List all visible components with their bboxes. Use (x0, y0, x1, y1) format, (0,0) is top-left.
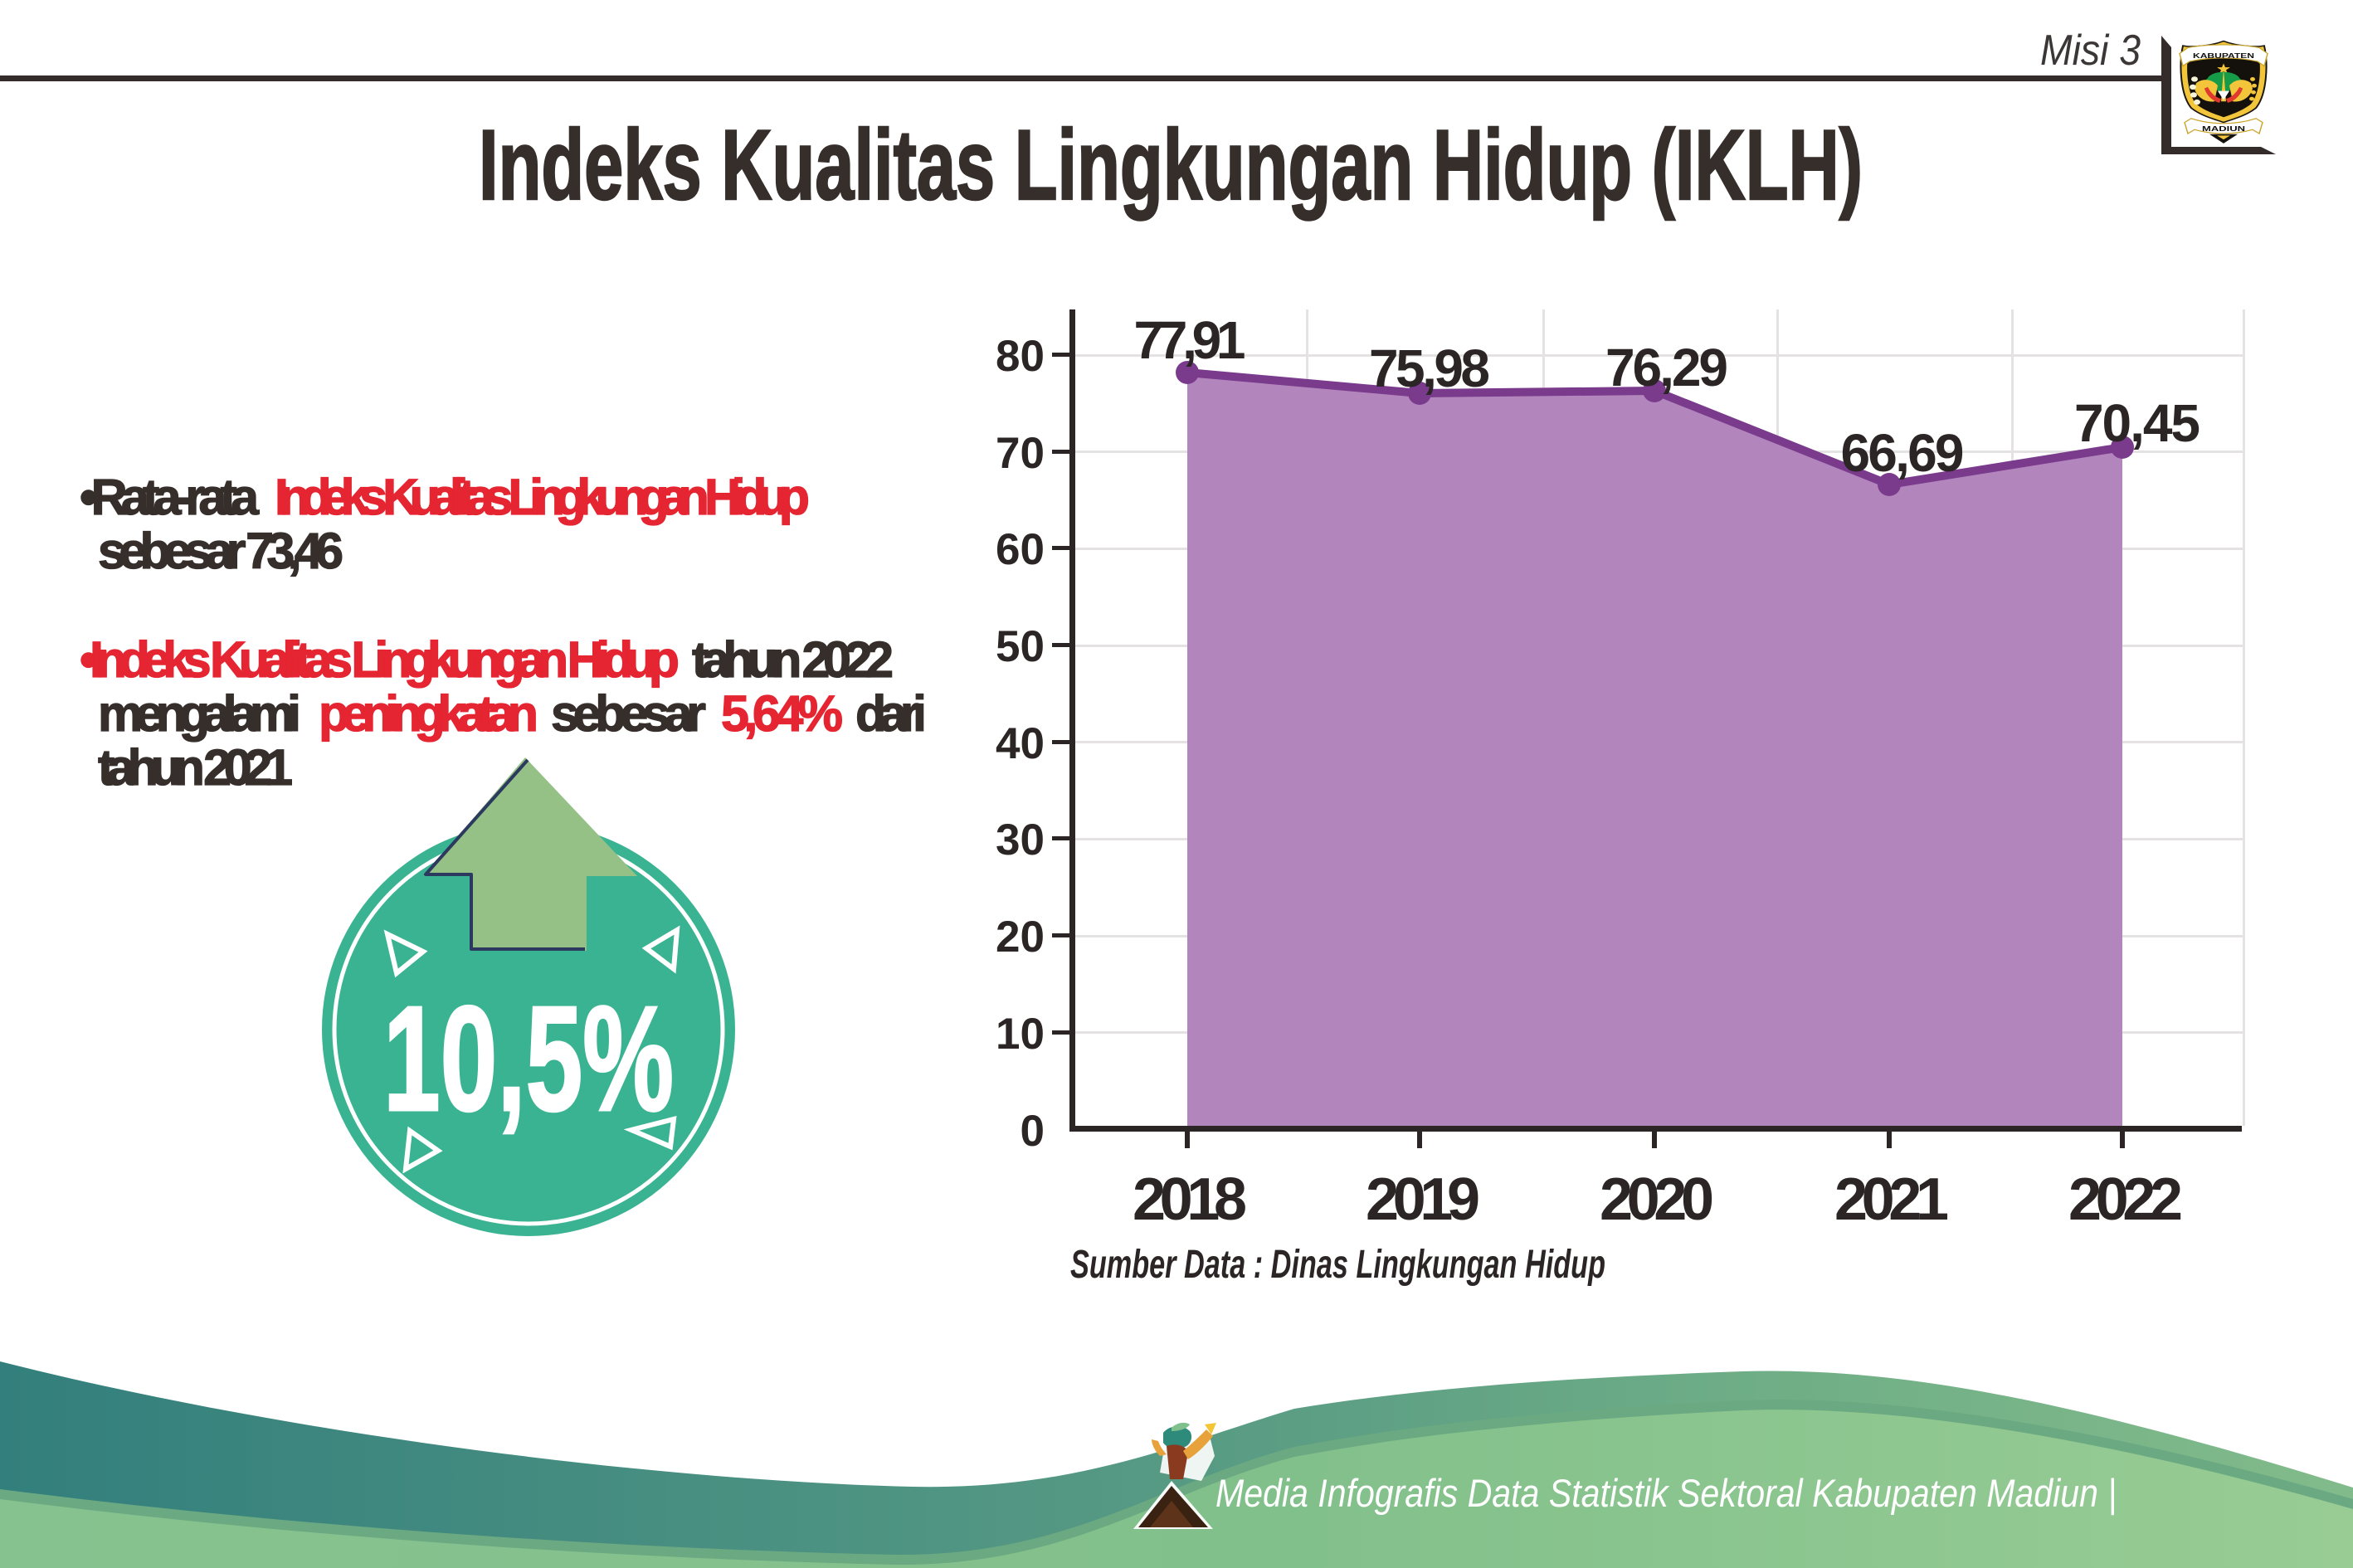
svg-text:sebesar 73,46: sebesar 73,46 (98, 523, 343, 579)
svg-text:tahun 2022: tahun 2022 (692, 631, 894, 688)
svg-text:76,29: 76,29 (1605, 338, 1728, 397)
svg-text:tahun 2021: tahun 2021 (98, 739, 293, 796)
svg-text:2019: 2019 (1366, 1166, 1480, 1233)
svg-text:KABUPATEN: KABUPATEN (2193, 52, 2254, 61)
svg-text:sebesar: sebesar (551, 685, 706, 742)
svg-text:peningkatan: peningkatan (319, 685, 538, 742)
svg-text:10: 10 (996, 1010, 1045, 1059)
svg-text:77,91: 77,91 (1134, 310, 1246, 370)
svg-text:30: 30 (996, 816, 1045, 864)
svg-text:0: 0 (1021, 1107, 1045, 1156)
svg-text:•Rata-rata: •Rata-rata (80, 469, 260, 525)
svg-text:50: 50 (996, 622, 1045, 671)
svg-text:Misi 3: Misi 3 (2040, 27, 2141, 75)
svg-text:20: 20 (996, 913, 1045, 962)
svg-text:70,45: 70,45 (2074, 393, 2200, 453)
svg-text:MADIUN: MADIUN (2202, 125, 2245, 133)
svg-text:Indeks Kualitas Lingkungan Hid: Indeks Kualitas Lingkungan Hidup (IKLH) (479, 110, 1863, 221)
svg-text:Media Infografis Data Statisti: Media Infografis Data Statistik Sektoral… (1215, 1471, 2117, 1515)
svg-text:10,5%: 10,5% (383, 976, 674, 1142)
svg-text:40: 40 (996, 719, 1045, 768)
svg-text:2021: 2021 (1834, 1166, 1949, 1233)
svg-text:5,64%: 5,64% (721, 685, 843, 742)
svg-text:70: 70 (996, 429, 1045, 478)
svg-text:2020: 2020 (1600, 1166, 1714, 1233)
svg-text:•Indeks Kualitas Lingkungan Hi: •Indeks Kualitas Lingkungan Hidup (80, 631, 680, 688)
svg-text:60: 60 (996, 525, 1045, 574)
svg-text:mengalami: mengalami (98, 685, 301, 742)
svg-text:Sumber Data : Dinas Lingkungan: Sumber Data : Dinas Lingkungan Hidup (1070, 1243, 1605, 1287)
svg-text:75,98: 75,98 (1369, 338, 1490, 398)
svg-text:80: 80 (996, 332, 1045, 381)
svg-text:Indeks Kualitas Lingkungan Hid: Indeks Kualitas Lingkungan Hidup (275, 469, 810, 525)
svg-text:2022: 2022 (2068, 1166, 2183, 1233)
svg-text:2018: 2018 (1133, 1166, 1247, 1233)
svg-text:66,69: 66,69 (1841, 423, 1965, 483)
svg-text:dari: dari (855, 685, 927, 742)
